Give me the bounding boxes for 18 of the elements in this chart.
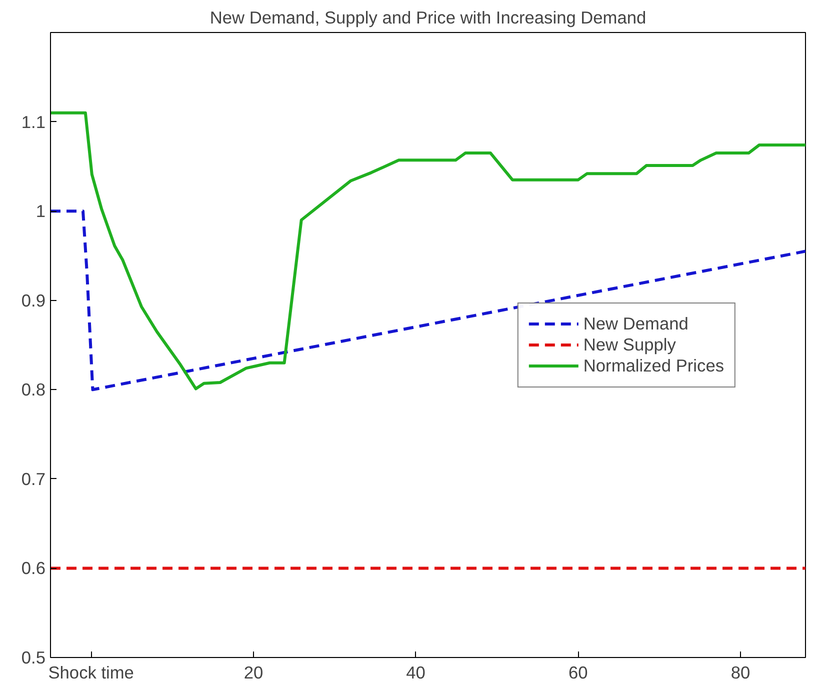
y-tick-label: 0.6 [21, 558, 46, 578]
y-tick-label: 0.8 [21, 380, 46, 400]
y-tick-label: 1 [36, 201, 46, 222]
x-tick-label: 60 [568, 662, 588, 682]
x-tick-label: 20 [244, 662, 264, 682]
line-series [50, 111, 806, 390]
chart-title: New Demand, Supply and Price with Increasing Demand [210, 8, 646, 28]
y-tick-label: 0.9 [21, 290, 46, 310]
x-tick-label: Shock time [48, 662, 134, 682]
y-tick-label: 1.1 [21, 112, 46, 132]
legend-label: New Demand [583, 313, 688, 334]
y-tick-label: 0.5 [21, 648, 46, 668]
legend-label: New Supply [583, 334, 676, 355]
y-tick-label: 0.7 [21, 468, 46, 489]
x-tick-label: 40 [406, 662, 426, 682]
line-series [50, 210, 806, 392]
legend-label: Normalized Prices [583, 355, 724, 376]
x-tick-label: 80 [730, 662, 750, 682]
